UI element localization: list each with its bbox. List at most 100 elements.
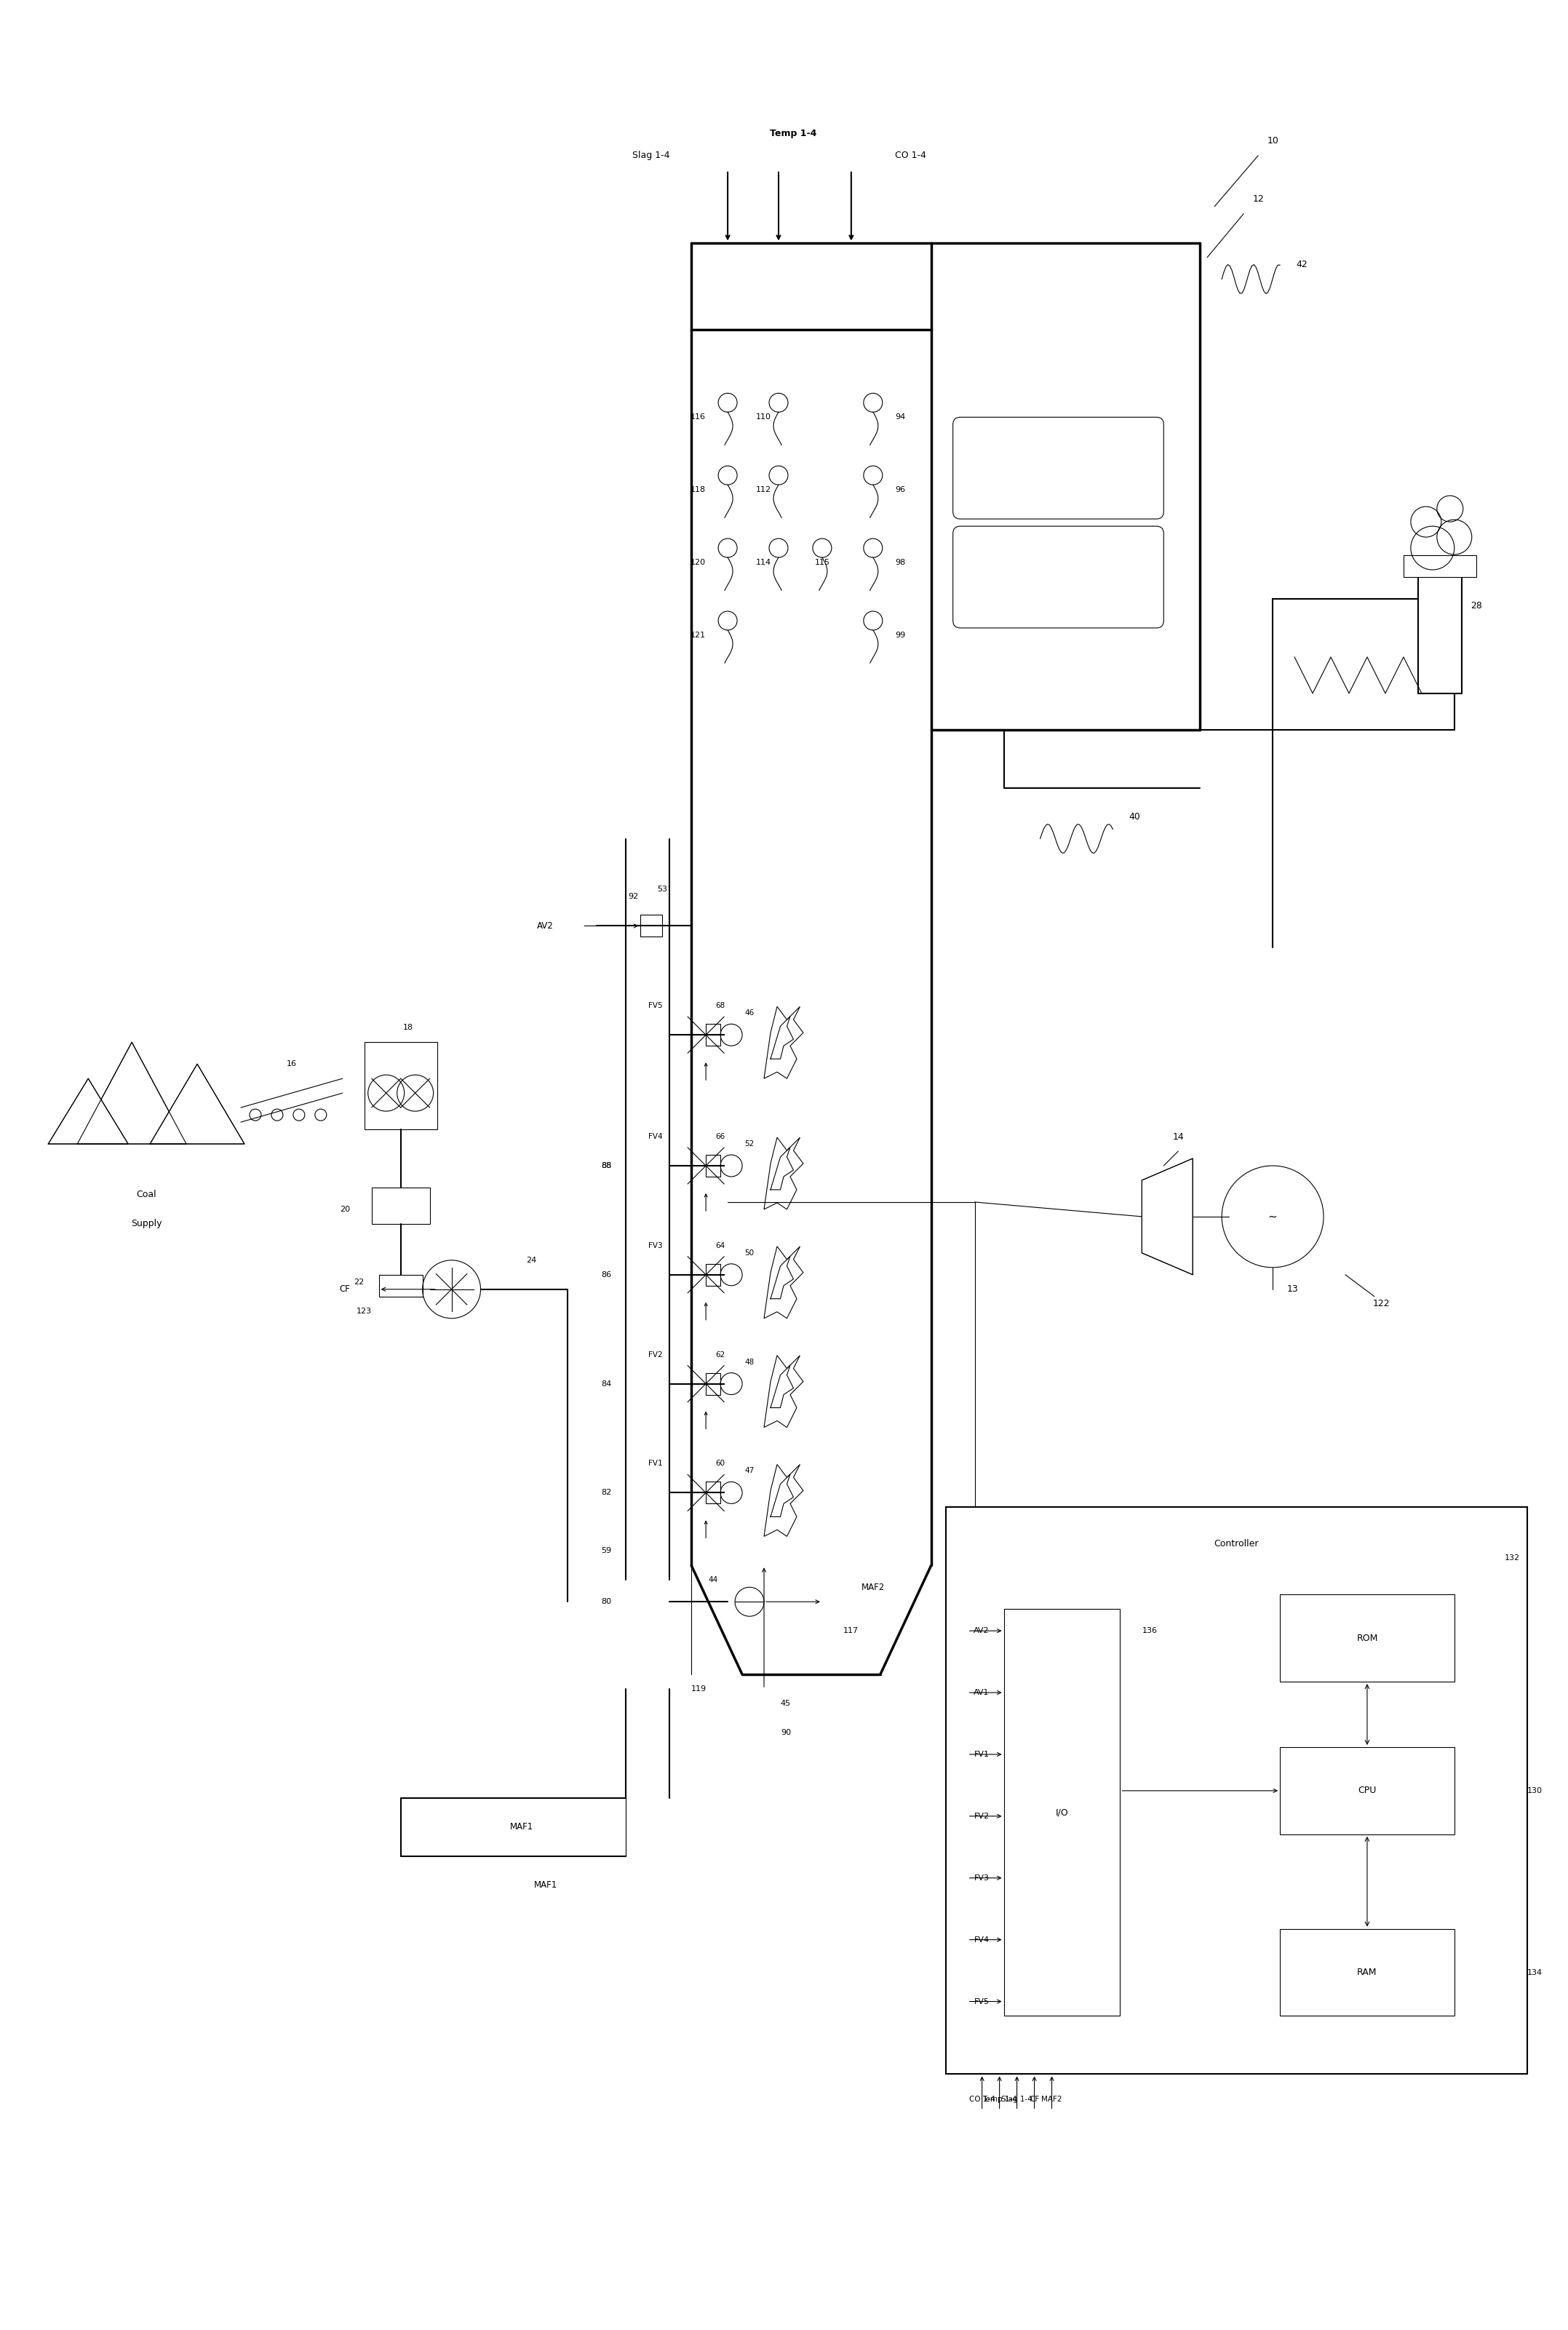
- Text: FV3: FV3: [974, 1873, 989, 1883]
- Bar: [1004, 1610, 1120, 2015]
- Text: Controller: Controller: [1214, 1538, 1259, 1549]
- Text: 134: 134: [1527, 1969, 1543, 1976]
- Bar: [706, 1372, 720, 1396]
- Text: FV3: FV3: [648, 1242, 662, 1249]
- Text: FV2: FV2: [648, 1351, 662, 1358]
- Bar: [1273, 599, 1455, 729]
- Text: 45: 45: [781, 1701, 790, 1708]
- Text: 120: 120: [690, 559, 706, 566]
- Text: I/O: I/O: [1055, 1808, 1068, 1817]
- Text: AV2: AV2: [974, 1626, 989, 1633]
- Text: 88: 88: [601, 1163, 612, 1170]
- Text: 94: 94: [895, 412, 905, 422]
- Bar: [640, 916, 662, 937]
- Text: FV1: FV1: [648, 1461, 662, 1468]
- Text: 64: 64: [715, 1242, 726, 1249]
- Text: 99: 99: [895, 631, 905, 638]
- Text: 88: 88: [601, 1163, 612, 1170]
- Text: 62: 62: [715, 1351, 726, 1358]
- Text: MAF2: MAF2: [1041, 2097, 1062, 2104]
- Text: FV5: FV5: [974, 1997, 989, 2006]
- Text: CO 1-4: CO 1-4: [895, 151, 927, 161]
- Text: 59: 59: [601, 1547, 612, 1554]
- Text: 12: 12: [1253, 193, 1264, 205]
- Polygon shape: [764, 1007, 803, 1079]
- Text: CPU: CPU: [1358, 1787, 1377, 1796]
- Text: 40: 40: [1129, 813, 1140, 822]
- Polygon shape: [1142, 1158, 1193, 1275]
- Bar: [706, 1023, 720, 1046]
- Text: 96: 96: [895, 487, 905, 494]
- Text: 20: 20: [340, 1205, 350, 1214]
- Text: FV5: FV5: [648, 1002, 662, 1009]
- Text: RAM: RAM: [1358, 1967, 1377, 1978]
- Bar: [706, 1482, 720, 1503]
- Bar: [1417, 562, 1461, 694]
- Text: 66: 66: [715, 1132, 726, 1139]
- Text: 112: 112: [756, 487, 771, 494]
- Polygon shape: [151, 1065, 245, 1144]
- Text: 52: 52: [745, 1139, 754, 1149]
- Text: 50: 50: [745, 1249, 754, 1256]
- Text: 115: 115: [814, 559, 829, 566]
- Text: 136: 136: [1142, 1626, 1157, 1633]
- Text: AV2: AV2: [536, 920, 554, 930]
- Text: 92: 92: [629, 892, 638, 899]
- Text: 119: 119: [691, 1685, 706, 1692]
- FancyBboxPatch shape: [953, 527, 1163, 629]
- Polygon shape: [764, 1466, 803, 1535]
- Text: MAF1: MAF1: [535, 1880, 558, 1890]
- Text: CF: CF: [339, 1284, 350, 1293]
- Text: FV4: FV4: [974, 1936, 989, 1943]
- Text: 116: 116: [690, 412, 706, 422]
- Text: MAF2: MAF2: [861, 1582, 884, 1591]
- Text: 60: 60: [715, 1461, 724, 1468]
- Text: 114: 114: [756, 559, 771, 566]
- Text: 121: 121: [690, 631, 706, 638]
- Text: Slag 1-4: Slag 1-4: [632, 151, 670, 161]
- Text: Slag 1-4: Slag 1-4: [1002, 2097, 1032, 2104]
- Text: Temp 1-4: Temp 1-4: [982, 2097, 1018, 2104]
- Bar: [1279, 1748, 1455, 1834]
- Bar: [379, 1275, 422, 1295]
- Bar: [1403, 555, 1475, 578]
- Text: 18: 18: [403, 1023, 412, 1032]
- Text: 117: 117: [844, 1626, 859, 1633]
- Text: 28: 28: [1471, 601, 1482, 610]
- Text: 42: 42: [1297, 261, 1308, 270]
- Text: FV4: FV4: [648, 1132, 662, 1139]
- Text: 90: 90: [781, 1729, 790, 1736]
- Text: Coal: Coal: [136, 1191, 157, 1200]
- Polygon shape: [764, 1137, 803, 1209]
- Text: 14: 14: [1173, 1132, 1184, 1142]
- Bar: [706, 1263, 720, 1286]
- Polygon shape: [49, 1079, 129, 1144]
- Text: 46: 46: [745, 1009, 754, 1016]
- Text: 132: 132: [1504, 1554, 1519, 1561]
- Text: 22: 22: [354, 1279, 364, 1286]
- FancyBboxPatch shape: [953, 417, 1163, 520]
- Text: FV2: FV2: [974, 1813, 989, 1820]
- Bar: [706, 1156, 720, 1177]
- Text: 80: 80: [601, 1598, 612, 1605]
- Text: FV1: FV1: [974, 1750, 989, 1759]
- Text: 10: 10: [1267, 135, 1278, 147]
- Text: Supply: Supply: [130, 1219, 162, 1228]
- Polygon shape: [764, 1356, 803, 1428]
- Text: CO 1-4: CO 1-4: [969, 2097, 996, 2104]
- Text: 24: 24: [527, 1256, 536, 1263]
- Polygon shape: [77, 1042, 187, 1144]
- Text: MAF1: MAF1: [510, 1822, 533, 1831]
- Bar: [946, 1508, 1527, 2074]
- Text: 122: 122: [1374, 1300, 1391, 1309]
- Text: 86: 86: [601, 1272, 612, 1279]
- Text: 130: 130: [1527, 1787, 1543, 1794]
- Text: 68: 68: [715, 1002, 726, 1009]
- Text: Temp 1-4: Temp 1-4: [770, 128, 817, 137]
- Bar: [372, 1188, 430, 1223]
- Text: 13: 13: [1287, 1284, 1298, 1293]
- Bar: [1279, 1929, 1455, 2015]
- Text: 47: 47: [745, 1468, 754, 1475]
- Text: ~: ~: [1269, 1212, 1278, 1221]
- Text: 98: 98: [895, 559, 905, 566]
